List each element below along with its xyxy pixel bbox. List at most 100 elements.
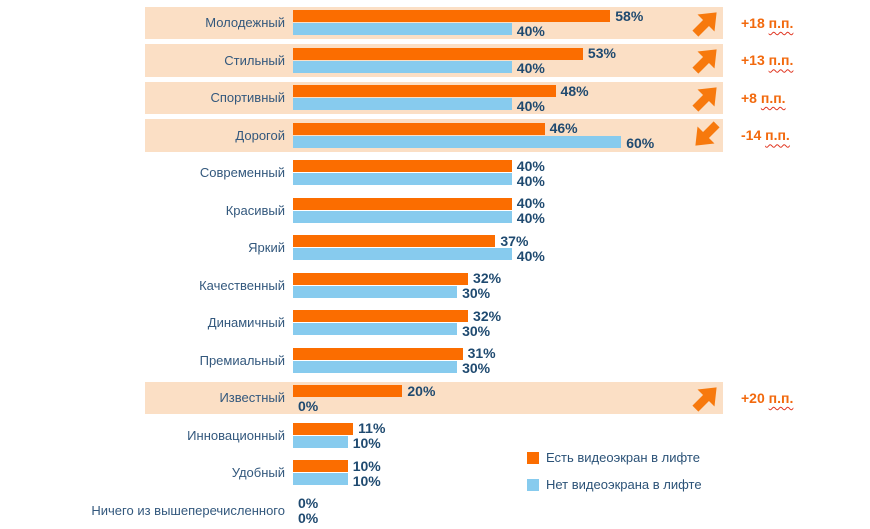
- value-without-screen: 30%: [462, 322, 491, 339]
- bar-group: 40% 40%: [293, 195, 545, 227]
- bar-without-screen: [293, 135, 622, 148]
- chart-row: Дорогой 46% 60% -14 п.п.: [0, 117, 870, 155]
- delta-value: +8: [741, 89, 757, 106]
- value-with-screen: 32%: [473, 307, 502, 324]
- category-label: Спортивный: [210, 90, 285, 106]
- bar-group: 11% 10%: [293, 420, 386, 452]
- delta-label: +13 п.п.: [741, 52, 793, 68]
- chart-row: Стильный 53% 40% +13 п.п.: [0, 42, 870, 80]
- delta-label: +18 п.п.: [741, 15, 793, 31]
- delta-value: +20: [741, 389, 765, 406]
- highlight-band: [145, 381, 723, 414]
- value-without-screen: 30%: [462, 285, 491, 302]
- legend-swatch-blue: [527, 478, 539, 491]
- value-with-screen: 32%: [473, 270, 502, 287]
- delta-label: -14 п.п.: [741, 127, 790, 143]
- category-label: Инновационный: [187, 427, 285, 443]
- bar-without-screen: [293, 435, 348, 448]
- bar-group: 32% 30%: [293, 307, 502, 339]
- value-without-screen: 0%: [298, 397, 319, 414]
- value-without-screen: 40%: [516, 22, 545, 39]
- delta-suffix: п.п.: [768, 389, 794, 406]
- value-with-screen: 40%: [516, 195, 545, 212]
- bar-without-screen: [293, 173, 512, 186]
- bar-without-screen: [293, 248, 512, 261]
- legend: Есть видеоэкран в лифте Нет видеоэкрана …: [527, 444, 702, 498]
- value-without-screen: 40%: [516, 210, 545, 227]
- value-with-screen: 37%: [500, 232, 529, 249]
- category-label: Яркий: [248, 240, 285, 256]
- bar-group: 20% 0%: [293, 382, 436, 414]
- bar-group: 53% 40%: [293, 45, 616, 77]
- delta-suffix: п.п.: [768, 52, 794, 69]
- delta-suffix: п.п.: [768, 14, 794, 31]
- bar-with-screen: [293, 460, 348, 473]
- bar-group: 10% 10%: [293, 457, 381, 488]
- value-without-screen: 60%: [626, 135, 655, 152]
- value-with-screen: 58%: [615, 7, 644, 24]
- bar-with-screen: [293, 347, 463, 360]
- bar-without-screen: [293, 210, 512, 223]
- bar-with-screen: [293, 122, 545, 135]
- value-without-screen: 40%: [516, 60, 545, 77]
- value-with-screen: 31%: [467, 345, 496, 362]
- chart-row: Качественный 32% 30%: [0, 267, 870, 305]
- delta-value: +13: [741, 52, 765, 69]
- value-with-screen: 10%: [352, 457, 381, 474]
- bar-without-screen: [293, 323, 458, 336]
- value-without-screen: 40%: [516, 97, 545, 114]
- delta-label: +20 п.п.: [741, 390, 793, 406]
- value-with-screen: 40%: [516, 157, 545, 174]
- value-with-screen: 11%: [358, 420, 386, 437]
- bar-with-screen: [293, 10, 611, 23]
- chart-row: Удобный 10% 10%: [0, 454, 870, 492]
- legend-swatch-orange: [527, 451, 539, 464]
- bar-with-screen: [293, 385, 403, 398]
- bar-group: 31% 30%: [293, 345, 496, 377]
- category-label: Современный: [199, 165, 285, 181]
- category-label: Молодежный: [205, 15, 285, 31]
- chart-row: Яркий 37% 40%: [0, 229, 870, 267]
- value-with-screen: 53%: [587, 45, 616, 62]
- trend-arrow-icon: [688, 5, 724, 41]
- trend-arrow-icon: [688, 42, 724, 78]
- value-without-screen: 30%: [462, 360, 491, 377]
- bar-group: 58% 40%: [293, 7, 644, 39]
- trend-arrow-icon: [688, 80, 724, 116]
- chart-row: Известный 20% 0% +20 п.п.: [0, 379, 870, 417]
- value-without-screen: 40%: [516, 172, 545, 189]
- category-label: Динамичный: [207, 315, 285, 331]
- value-with-screen: 46%: [549, 120, 578, 137]
- legend-label: Нет видеоэкрана в лифте: [546, 477, 702, 492]
- trend-arrow-icon: [688, 117, 724, 153]
- value-without-screen: 40%: [516, 247, 545, 264]
- category-label: Ничего из вышеперечисленного: [91, 502, 285, 518]
- bar-without-screen: [293, 473, 348, 486]
- legend-item-without-screen: Нет видеоэкрана в лифте: [527, 471, 702, 498]
- bar-group: 0% 0%: [293, 495, 319, 525]
- bar-with-screen: [293, 422, 354, 435]
- bar-group: 46% 60%: [293, 120, 655, 152]
- bar-group: 32% 30%: [293, 270, 502, 302]
- bar-with-screen: [293, 235, 496, 248]
- chart-row: Ничего из вышеперечисленного 0% 0%: [0, 492, 870, 529]
- category-label: Известный: [219, 390, 285, 406]
- chart-row: Динамичный 32% 30%: [0, 304, 870, 342]
- legend-label: Есть видеоэкран в лифте: [546, 450, 700, 465]
- bar-without-screen: [293, 285, 458, 298]
- value-with-screen: 48%: [560, 82, 589, 99]
- delta-value: -14: [741, 127, 762, 144]
- chart-row: Премиальный 31% 30%: [0, 342, 870, 380]
- chart-row: Современный 40% 40%: [0, 154, 870, 192]
- chart-row: Инновационный 11% 10%: [0, 417, 870, 455]
- value-with-screen: 20%: [407, 382, 436, 399]
- delta-label: +8 п.п.: [741, 90, 786, 106]
- bar-group: 40% 40%: [293, 157, 545, 189]
- value-without-screen: 10%: [352, 435, 381, 452]
- bar-group: 48% 40%: [293, 82, 589, 114]
- delta-value: +18: [741, 14, 765, 31]
- delta-suffix: п.п.: [760, 89, 786, 106]
- chart-row: Молодежный 58% 40% +18 п.п.: [0, 4, 870, 42]
- value-with-screen: 0%: [298, 495, 319, 512]
